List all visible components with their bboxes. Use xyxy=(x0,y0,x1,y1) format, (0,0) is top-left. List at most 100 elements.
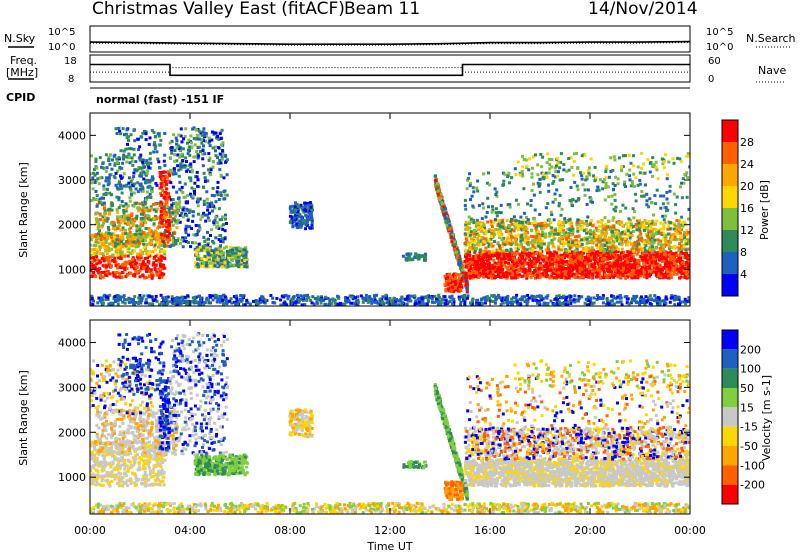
power-cell xyxy=(127,234,131,238)
power-cell xyxy=(123,216,127,220)
power-cell xyxy=(623,295,627,299)
power-cell xyxy=(148,157,152,161)
power-cell xyxy=(121,295,125,299)
power-cell xyxy=(162,212,166,216)
power-cell xyxy=(222,251,226,255)
power-cell xyxy=(102,207,106,210)
power-cell xyxy=(522,269,525,273)
power-cell xyxy=(108,255,112,259)
power-cell xyxy=(687,296,690,300)
power-cell xyxy=(537,299,541,303)
power-cell xyxy=(684,272,688,276)
power-cell xyxy=(191,214,195,218)
power-cell xyxy=(407,256,411,260)
power-cell xyxy=(133,274,137,278)
power-cell xyxy=(174,201,178,205)
power-cell xyxy=(132,273,136,277)
power-cell xyxy=(560,296,564,300)
power-cell xyxy=(106,234,109,238)
power-cell xyxy=(184,227,188,231)
power-cell xyxy=(107,207,111,211)
power-cell xyxy=(217,238,221,242)
power-cell xyxy=(459,276,463,280)
power-cell xyxy=(605,262,609,266)
power-cell xyxy=(683,297,687,301)
power-cell xyxy=(219,244,222,248)
power-cell xyxy=(518,256,522,260)
freq-line xyxy=(90,63,690,77)
power-cell xyxy=(121,232,125,236)
power-cell xyxy=(596,294,600,297)
power-cell xyxy=(134,236,138,239)
power-cell xyxy=(510,297,514,301)
power-cell xyxy=(241,259,245,262)
freq-panel: Freq. [MHz] Nave 18 8 60 0 xyxy=(6,54,786,85)
power-cell xyxy=(149,196,153,199)
power-cell xyxy=(203,254,207,258)
power-cell xyxy=(344,299,347,303)
power-cell xyxy=(426,297,430,301)
power-cell xyxy=(363,297,367,301)
power-cell xyxy=(457,277,461,281)
power-cell xyxy=(305,298,309,301)
power-cell xyxy=(482,275,486,279)
power-cell xyxy=(114,243,118,247)
power-cell xyxy=(204,264,208,267)
power-cell xyxy=(94,212,98,216)
power-cell xyxy=(126,254,130,258)
power-cell xyxy=(220,297,224,301)
power-cell xyxy=(114,127,118,131)
power-cell xyxy=(104,179,108,183)
power-cell xyxy=(217,198,221,201)
power-cell xyxy=(207,255,211,259)
power-cell xyxy=(163,234,167,238)
power-cell xyxy=(344,300,348,304)
power-cell xyxy=(129,192,133,196)
power-cell xyxy=(102,184,106,188)
power-cell xyxy=(444,289,448,293)
power-cell xyxy=(128,241,132,245)
power-cell xyxy=(134,245,138,249)
power-cell xyxy=(195,245,199,249)
power-cell xyxy=(162,159,166,163)
power-cell xyxy=(183,182,187,186)
power-cell xyxy=(136,137,140,141)
power-cell xyxy=(221,240,225,244)
power-cell xyxy=(635,300,639,304)
power-cell xyxy=(165,225,169,229)
power-cell xyxy=(156,226,160,230)
power-cell xyxy=(440,195,444,199)
power-cell xyxy=(90,298,92,302)
power-cell xyxy=(154,294,158,298)
power-cell xyxy=(185,240,188,244)
power-cell xyxy=(200,256,204,260)
power-cell xyxy=(182,137,186,141)
power-cell xyxy=(306,293,309,297)
power-cell xyxy=(307,206,311,210)
power-cell xyxy=(222,176,226,180)
power-cell xyxy=(144,181,148,185)
power-cell xyxy=(98,229,101,233)
power-cell xyxy=(106,247,110,251)
power-cell xyxy=(310,217,314,221)
power-cell xyxy=(480,302,484,305)
power-cell xyxy=(141,203,145,207)
power-cell xyxy=(110,247,114,251)
power-cell xyxy=(153,214,157,218)
power-cell xyxy=(181,152,184,156)
power-cell xyxy=(236,303,240,306)
power-cell xyxy=(167,208,171,212)
power-cell xyxy=(144,298,148,301)
power-cell xyxy=(343,296,347,299)
power-cell xyxy=(108,242,112,246)
power-cell xyxy=(296,226,300,230)
power-cell xyxy=(112,297,116,301)
power-cell xyxy=(193,181,197,185)
power-cell xyxy=(152,299,156,302)
power-cell xyxy=(151,263,155,267)
power-cell xyxy=(416,255,420,259)
power-cell xyxy=(406,299,410,303)
power-cell xyxy=(336,294,339,298)
power-cell xyxy=(497,293,500,297)
power-cell xyxy=(434,178,438,182)
